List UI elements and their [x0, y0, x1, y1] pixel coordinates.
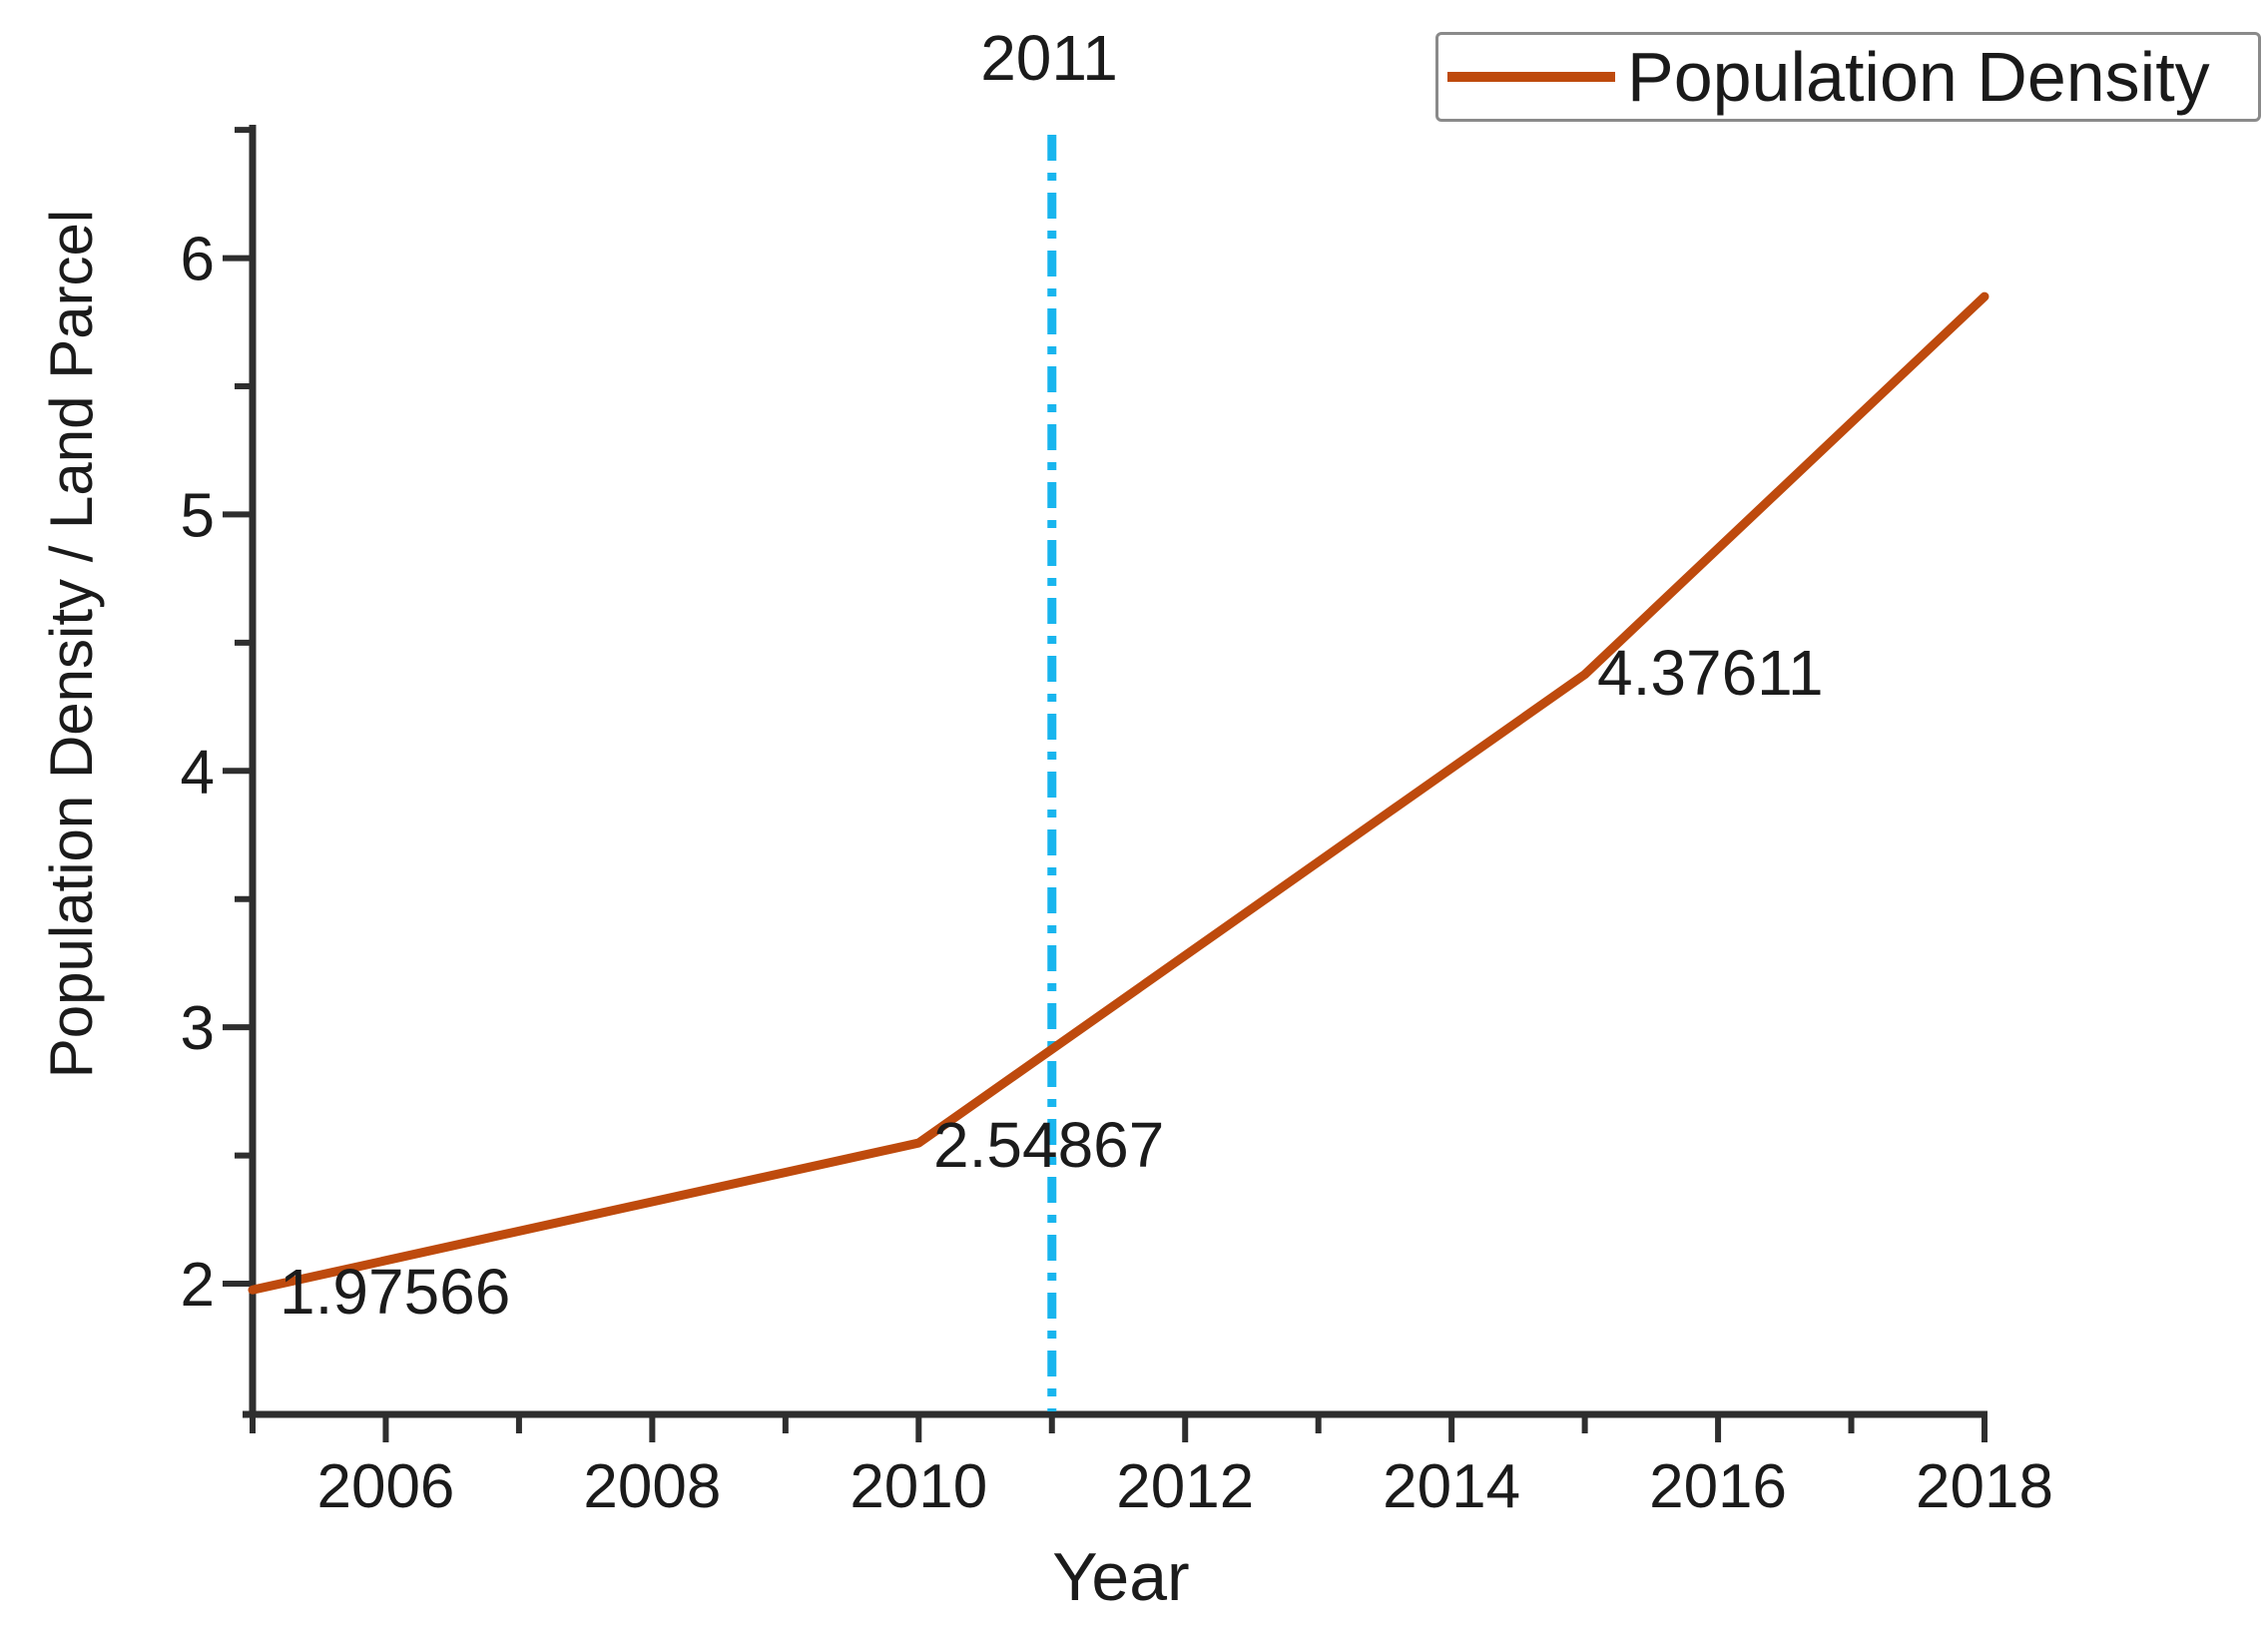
axis-ticks [223, 127, 1987, 1442]
axes [243, 125, 1987, 1418]
annotation-2011: 2011 [980, 22, 1118, 94]
x-tick-label: 2010 [850, 1452, 987, 1521]
series-line-population-density [248, 291, 1989, 1295]
data-label-2005: 1.97566 [280, 1256, 511, 1328]
legend-line-sample [1447, 72, 1615, 82]
x-tick-label: 2012 [1116, 1452, 1254, 1521]
y-tick-label: 4 [181, 738, 215, 807]
data-label-2015: 4.37611 [1597, 637, 1824, 709]
y-axis-title: Population Density / Land Parcel [38, 209, 105, 1079]
axis-tick-labels: 2006 2008 2010 2012 2014 2016 2018 2 3 4 5 6 [181, 226, 2053, 1521]
x-tick-label: 2018 [1916, 1452, 2053, 1521]
x-axis-title: Year [1052, 1539, 1190, 1615]
x-tick-label: 2016 [1649, 1452, 1787, 1521]
y-tick-label: 2 [181, 1251, 215, 1320]
y-tick-label: 3 [181, 994, 215, 1063]
series-group [248, 291, 1989, 1295]
x-tick-label: 2006 [316, 1452, 454, 1521]
data-label-2010: 2.54867 [933, 1109, 1165, 1181]
y-tick-label: 5 [181, 481, 215, 550]
legend: Population Density [1435, 32, 2261, 122]
x-tick-label: 2008 [583, 1452, 721, 1521]
x-tick-label: 2014 [1383, 1452, 1520, 1521]
legend-label: Population Density [1627, 38, 2210, 116]
y-tick-label: 6 [181, 226, 215, 294]
